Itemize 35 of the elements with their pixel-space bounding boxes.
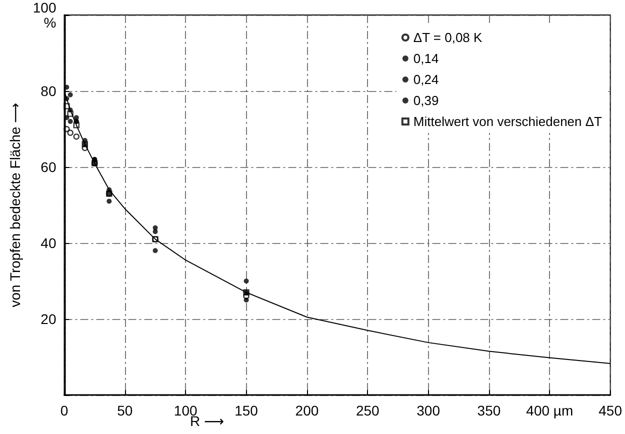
x-tick-label: 150 [234, 402, 258, 418]
y-tick-label: 80 [40, 83, 56, 99]
legend-label: 0,24 [413, 72, 439, 87]
point [82, 144, 88, 152]
y-axis-title: von Tropfen bedeckte Fläche ⟶ [7, 102, 23, 308]
legend-label: 0,39 [413, 93, 439, 108]
x-tick-label: 200 [295, 402, 319, 418]
point [64, 126, 70, 132]
x-tick-label: 450 [598, 402, 622, 418]
x-tick-label: 50 [117, 402, 133, 418]
point [152, 229, 158, 234]
x-tick-label: 0 [60, 402, 68, 418]
legend-label: ΔT = 0,08 K [413, 30, 483, 45]
point [106, 198, 112, 204]
y-tick-label: 100 % [32, 0, 56, 30]
point [244, 278, 249, 284]
legend-label: 0,14 [413, 51, 439, 66]
point [152, 248, 158, 254]
y-tick-label: 20 [40, 311, 56, 327]
x-tick-label: 300 [416, 402, 440, 418]
point [73, 122, 80, 128]
y-tick-label: 40 [40, 235, 56, 251]
legend-label: Mittelwert von verschiedenen ΔT [413, 114, 602, 129]
point [64, 103, 70, 110]
x-tick-label: 250 [356, 402, 380, 418]
point [67, 110, 74, 117]
point [73, 134, 80, 140]
point [64, 96, 70, 102]
point [67, 130, 74, 136]
y-tick-label: 60 [40, 159, 56, 175]
x-tick-label: 400 µm [526, 402, 574, 418]
x-tick-label: 350 [477, 402, 501, 418]
point [68, 92, 73, 98]
point [68, 118, 73, 124]
point [243, 293, 250, 300]
